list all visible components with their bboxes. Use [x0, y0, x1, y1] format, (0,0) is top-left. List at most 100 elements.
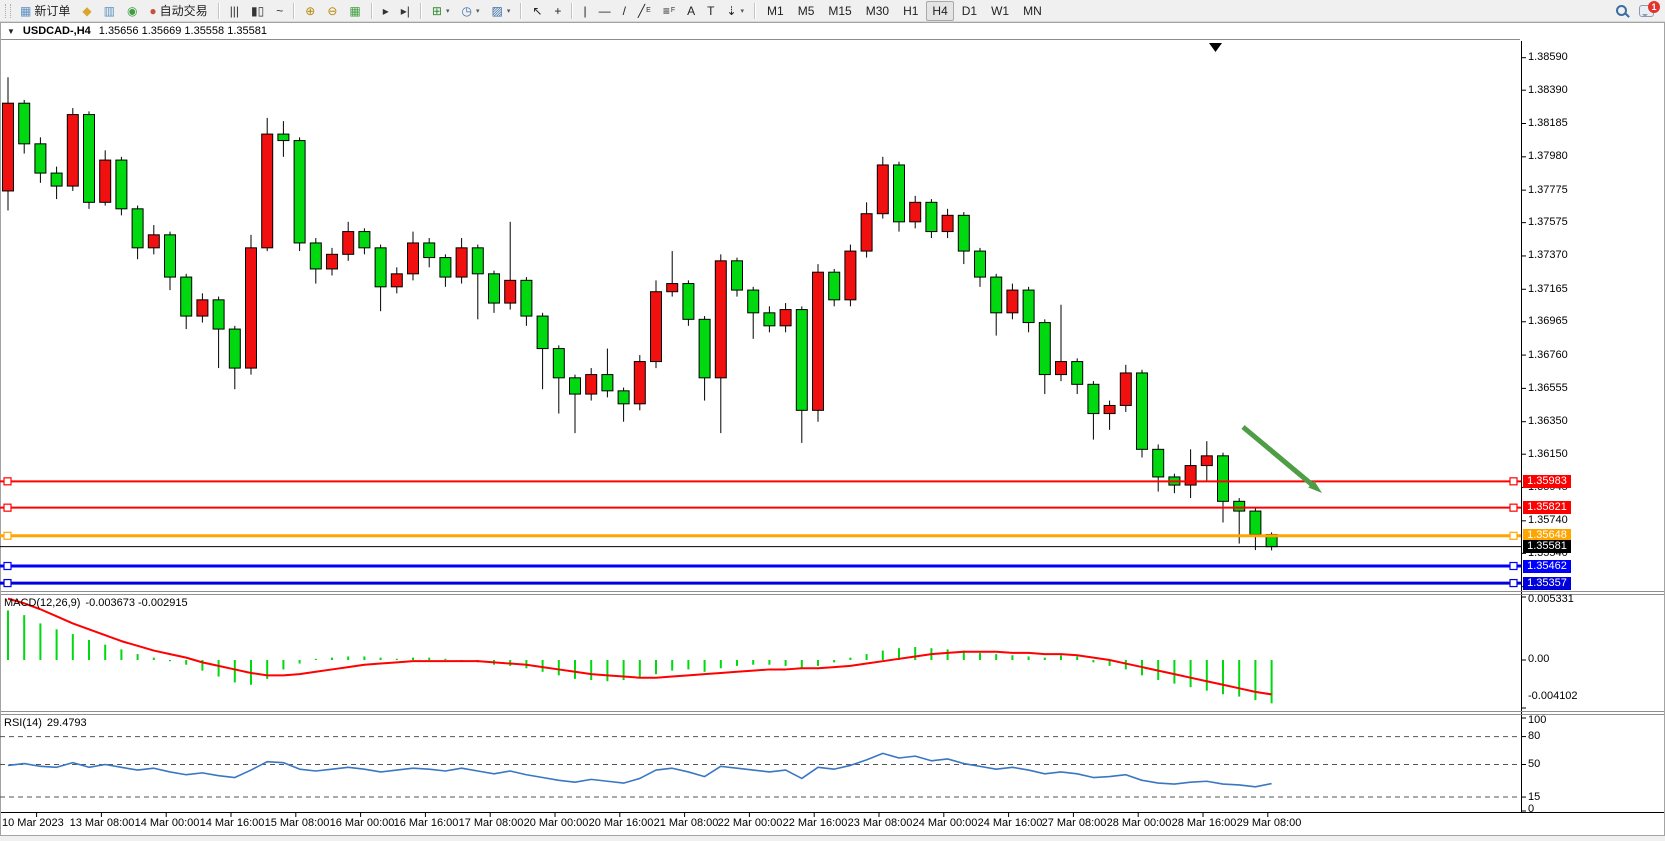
- toolbar-separator: [293, 2, 296, 19]
- candlestick-series[interactable]: [2, 77, 1278, 551]
- dropdown-caret-icon[interactable]: ▾: [506, 7, 511, 15]
- arrows-button[interactable]: ⇣ ▾: [721, 1, 749, 21]
- dropdown-caret-icon[interactable]: ▾: [475, 7, 480, 15]
- equidistant-channel-button[interactable]: ╱ E: [633, 1, 656, 21]
- timeframe-d1[interactable]: D1: [956, 1, 983, 21]
- tile-windows-button[interactable]: ▦: [344, 1, 365, 21]
- price-line-label: 1.35581: [1523, 540, 1571, 554]
- macd-histogram-bar: [428, 657, 431, 660]
- candle-up: [876, 164, 889, 215]
- data-window-button[interactable]: ▥: [99, 1, 120, 21]
- timeframe-mn[interactable]: MN: [1017, 1, 1048, 21]
- toolbar-separator: [754, 2, 757, 19]
- crosshair-button[interactable]: +: [549, 1, 566, 21]
- notifications-icon[interactable]: 1: [1634, 0, 1660, 21]
- price-line-label: 1.35821: [1523, 501, 1571, 515]
- horizontal-line-objects[interactable]: [0, 477, 1521, 588]
- line-endpoint-marker[interactable]: [1509, 561, 1518, 571]
- macd-histogram-bar: [1173, 660, 1176, 684]
- timeframe-h1[interactable]: H1: [897, 1, 924, 21]
- candlestick-chart-icon: ▮▯: [251, 3, 265, 18]
- zoom-out-button[interactable]: ⊖: [322, 1, 342, 21]
- candle-down: [488, 273, 500, 304]
- candle-up: [585, 374, 598, 395]
- line-endpoint-marker[interactable]: [3, 561, 12, 571]
- timeframe-m5[interactable]: M5: [792, 1, 821, 21]
- search-icon[interactable]: [1611, 1, 1632, 21]
- navigator-button[interactable]: ◉: [122, 1, 142, 21]
- candle-up: [779, 309, 792, 327]
- rsi-name: RSI(14): [4, 717, 42, 729]
- line-endpoint-marker[interactable]: [3, 531, 12, 540]
- chart-window: [0, 22, 1665, 836]
- candle-down: [180, 276, 193, 317]
- candle-up: [342, 231, 355, 255]
- macd-histogram-bar: [152, 657, 155, 660]
- chart-shift-marker-icon[interactable]: [1209, 43, 1222, 52]
- market-watch-button[interactable]: ◆: [77, 1, 96, 21]
- timeframe-m15[interactable]: M15: [822, 1, 857, 21]
- chart-shift-button[interactable]: ▸|: [396, 1, 415, 21]
- line-endpoint-marker[interactable]: [3, 503, 12, 512]
- trend-arrow-annotation[interactable]: [1241, 425, 1322, 493]
- timeframe-h4[interactable]: H4: [926, 0, 954, 21]
- timeframe-w1[interactable]: W1: [985, 1, 1015, 21]
- line-endpoint-marker[interactable]: [1509, 503, 1518, 512]
- line-endpoint-marker[interactable]: [3, 477, 12, 486]
- candle-up: [407, 242, 419, 275]
- horizontal-line-button[interactable]: —: [594, 1, 616, 21]
- candle-down: [212, 299, 225, 330]
- auto-scroll-button[interactable]: ▸: [378, 1, 394, 21]
- dropdown-caret-icon[interactable]: ▾: [445, 7, 450, 15]
- vertical-line-button[interactable]: |: [578, 1, 591, 21]
- candle-up: [66, 114, 79, 187]
- crosshair-icon: +: [554, 3, 562, 18]
- market-watch-icon: ◆: [82, 3, 92, 18]
- macd-histogram-bar: [655, 660, 657, 675]
- fibonacci-button[interactable]: ≡ F: [658, 1, 680, 21]
- candle-up: [650, 291, 662, 363]
- text-button[interactable]: A: [682, 1, 700, 21]
- time-axis-label: 14 Mar 00:00: [134, 817, 200, 829]
- indicators-button[interactable]: ⊞ ▾: [427, 1, 455, 21]
- shift-marker[interactable]: [1209, 43, 1222, 52]
- new-order-button[interactable]: ▦ 新订单: [15, 1, 75, 21]
- rsi-axis-15: 15: [1528, 790, 1541, 803]
- cursor-button[interactable]: ↖: [527, 1, 547, 21]
- equidistant-channel-icon: ╱: [637, 3, 646, 18]
- indicators-icon: ⊞: [431, 3, 442, 18]
- dropdown-caret-icon[interactable]: ▾: [740, 7, 745, 15]
- timeframe-m1[interactable]: M1: [761, 1, 790, 21]
- chevron-down-icon[interactable]: ▼: [7, 26, 15, 36]
- candle-down: [50, 172, 63, 187]
- navigator-icon: ◉: [126, 3, 138, 18]
- candlestick-chart-button[interactable]: ▮▯: [246, 1, 269, 21]
- periods-button[interactable]: ◷ ▾: [457, 1, 485, 21]
- line-endpoint-marker[interactable]: [1509, 477, 1518, 486]
- templates-button[interactable]: ▨ ▾: [487, 1, 516, 21]
- line-chart-button[interactable]: ~: [271, 1, 288, 21]
- templates-icon: ▨: [491, 3, 503, 18]
- line-endpoint-marker[interactable]: [1509, 578, 1518, 588]
- rsi-label: RSI(14) 29.4793: [4, 717, 87, 729]
- trendline-button[interactable]: /: [618, 1, 631, 21]
- zoom-in-button[interactable]: ⊕: [300, 1, 320, 21]
- timeframe-m30[interactable]: M30: [860, 1, 895, 21]
- auto-trading-icon: ●: [149, 3, 157, 18]
- line-endpoint-marker[interactable]: [1509, 531, 1518, 540]
- bar-chart-button[interactable]: |||: [225, 1, 244, 21]
- candle-down: [828, 271, 841, 301]
- timeframe-m5-label: M5: [797, 3, 815, 18]
- macd-histogram-bar: [1108, 660, 1111, 666]
- candle-down: [18, 102, 31, 145]
- macd-histogram-bar: [736, 660, 738, 666]
- chart-symbol-period: USDCAD-,H4: [22, 25, 91, 37]
- candle-down: [617, 390, 630, 405]
- macd-histogram-bar: [1043, 657, 1046, 660]
- text-label-button[interactable]: T: [702, 1, 719, 21]
- macd-histogram-bar: [444, 658, 447, 660]
- toolbar-separator: [520, 2, 523, 19]
- auto-trading-button[interactable]: ● 自动交易: [144, 1, 212, 21]
- line-endpoint-marker[interactable]: [3, 578, 12, 588]
